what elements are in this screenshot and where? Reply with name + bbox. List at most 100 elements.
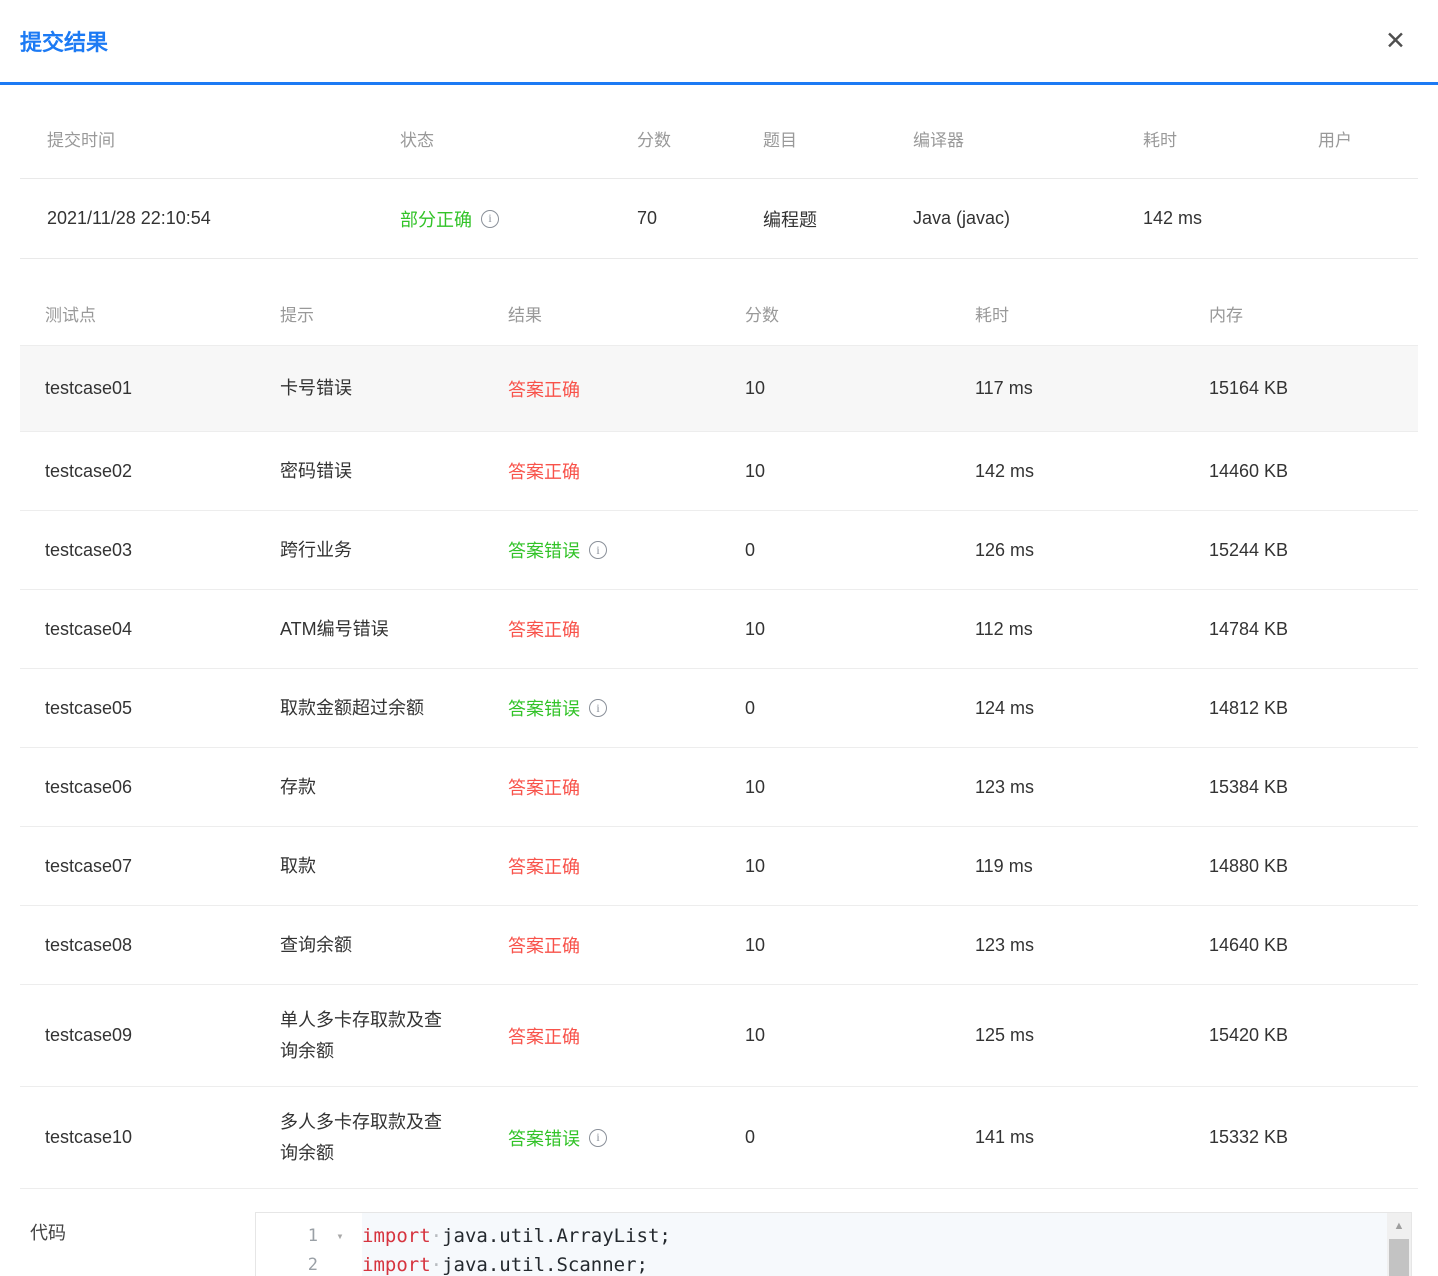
testcase-name-cell: testcase04 [45, 618, 133, 639]
code-line: 2 import · java.util.Scanner; [256, 1251, 1411, 1276]
summary-col-problem: 题目 [763, 130, 797, 150]
testcase-name-cell: testcase03 [45, 539, 133, 560]
memory-cell: 15420 KB [1209, 1025, 1289, 1046]
memory-cell: 15244 KB [1209, 539, 1289, 560]
testcase-name-cell: testcase07 [45, 855, 133, 876]
testcase-name-cell: testcase08 [45, 934, 133, 955]
time-cell: 119 ms [975, 855, 1033, 876]
time-cell: 124 ms [975, 697, 1035, 718]
result-cell: 答案错误 i [508, 695, 745, 721]
fold-icon[interactable] [318, 1251, 362, 1276]
result-text: 答案错误 [508, 1128, 580, 1149]
result-cell: 答案错误 i [508, 537, 745, 563]
summary-col-score: 分数 [637, 130, 671, 150]
scroll-thumb[interactable] [1389, 1239, 1409, 1276]
memory-cell: 14640 KB [1209, 934, 1289, 955]
problem-type-value: 编程题 [763, 209, 817, 230]
code-scrollbar[interactable]: ▲ [1387, 1213, 1411, 1276]
result-text: 答案正确 [508, 857, 580, 877]
score-cell: 10 [745, 776, 766, 797]
time-cost-value: 142 ms [1143, 208, 1203, 228]
code-keyword: import [362, 1254, 431, 1276]
summary-col-submit-time: 提交时间 [47, 130, 115, 150]
memory-cell: 15332 KB [1209, 1127, 1289, 1148]
score-cell: 10 [745, 460, 766, 481]
table-row[interactable]: testcase05 取款金额超过余额 答案错误 i 0 124 ms 1481… [20, 668, 1418, 747]
scroll-up-icon[interactable]: ▲ [1393, 1220, 1405, 1233]
line-number: 1 [307, 1226, 318, 1247]
info-icon[interactable]: i [589, 541, 607, 559]
result-text: 答案正确 [508, 778, 580, 798]
info-icon[interactable]: i [589, 1128, 607, 1147]
table-row[interactable]: testcase04 ATM编号错误 答案正确 10 112 ms 14784 … [20, 589, 1418, 668]
memory-cell: 14460 KB [1209, 460, 1289, 481]
score-value: 70 [637, 208, 658, 228]
table-row[interactable]: testcase03 跨行业务 答案错误 i 0 126 ms 15244 KB [20, 510, 1418, 589]
dialog-title: 提交结果 [20, 30, 109, 55]
hint-cell: 取款 [280, 855, 316, 876]
info-icon[interactable]: i [589, 699, 607, 717]
hint-cell: 单人多卡存取款及查询余额 [280, 1010, 442, 1061]
info-icon[interactable]: i [481, 209, 499, 228]
time-cell: 141 ms [975, 1127, 1035, 1148]
hint-cell: 存款 [280, 776, 316, 797]
time-cell: 126 ms [975, 539, 1035, 560]
summary-col-status: 状态 [400, 130, 434, 150]
hint-cell: 取款金额超过余额 [280, 697, 424, 718]
testcase-col-score: 分数 [745, 305, 779, 325]
time-cell: 123 ms [975, 934, 1035, 955]
result-cell: 答案正确 [508, 932, 745, 958]
time-cell: 123 ms [975, 776, 1035, 797]
result-text: 答案错误 [508, 699, 580, 719]
score-cell: 10 [745, 618, 766, 639]
score-cell: 0 [745, 697, 756, 718]
time-cell: 112 ms [975, 618, 1033, 639]
hint-cell: 卡号错误 [280, 378, 352, 399]
summary-header-row: 提交时间 状态 分数 题目 编译器 耗时 用户 [20, 121, 1418, 155]
result-cell: 答案正确 [508, 616, 745, 642]
fold-icon[interactable]: ▾ [336, 1229, 344, 1244]
testcase-name-cell: testcase01 [45, 378, 133, 398]
dialog-header: 提交结果 ✕ [0, 0, 1438, 82]
code-text: java.util.ArrayList; [442, 1225, 671, 1248]
table-row[interactable]: testcase02 密码错误 答案正确 10 142 ms 14460 KB [20, 431, 1418, 510]
table-row[interactable]: testcase08 查询余额 答案正确 10 123 ms 14640 KB [20, 905, 1418, 984]
memory-cell: 14880 KB [1209, 855, 1289, 876]
result-cell: 答案错误 i [508, 1125, 745, 1151]
code-viewer[interactable]: 1 ▾ import · java.util.ArrayList; 2 impo… [255, 1212, 1412, 1276]
table-row[interactable]: testcase01 卡号错误 答案正确 10 117 ms 15164 KB [20, 345, 1418, 431]
hint-cell: 密码错误 [280, 460, 352, 481]
testcase-name-cell: testcase06 [45, 776, 133, 797]
result-cell: 答案正确 [508, 458, 745, 484]
score-cell: 0 [745, 1127, 756, 1148]
result-cell: 答案正确 [508, 774, 745, 800]
table-row[interactable]: testcase09 单人多卡存取款及查询余额 答案正确 10 125 ms 1… [20, 984, 1418, 1086]
table-row[interactable]: testcase06 存款 答案正确 10 123 ms 15384 KB [20, 747, 1418, 826]
testcase-col-memory: 内存 [1209, 305, 1243, 325]
table-row[interactable]: testcase10 多人多卡存取款及查询余额 答案错误 i 0 141 ms … [20, 1086, 1418, 1188]
testcase-body: testcase01 卡号错误 答案正确 10 117 ms 15164 KB … [20, 345, 1418, 1190]
result-cell: 答案正确 [508, 376, 745, 402]
result-text: 答案正确 [508, 462, 580, 482]
time-cell: 117 ms [975, 378, 1033, 398]
line-number: 2 [307, 1255, 318, 1276]
score-cell: 0 [745, 539, 756, 560]
table-row[interactable]: testcase07 取款 答案正确 10 119 ms 14880 KB [20, 826, 1418, 905]
memory-cell: 14812 KB [1209, 697, 1289, 718]
testcase-table: 测试点 提示 结果 分数 耗时 内存 testcase01 卡号错误 答案正确 … [20, 259, 1418, 1190]
result-text: 答案正确 [508, 1026, 580, 1047]
summary-table: 提交时间 状态 分数 题目 编译器 耗时 用户 2021/11/28 22:10… [20, 121, 1418, 259]
status-cell: 部分正确 i [400, 206, 637, 232]
testcase-col-result: 结果 [508, 305, 542, 325]
code-lines: 1 ▾ import · java.util.ArrayList; 2 impo… [256, 1213, 1411, 1276]
summary-col-time: 耗时 [1143, 130, 1177, 150]
code-section: 代码 1 ▾ import · java.util.ArrayList; 2 i… [0, 1189, 1438, 1276]
close-icon[interactable]: ✕ [1385, 26, 1406, 55]
status-text: 部分正确 [400, 209, 472, 230]
code-keyword: import [362, 1225, 431, 1248]
score-cell: 10 [745, 934, 766, 955]
result-text: 答案错误 [508, 541, 580, 561]
memory-cell: 15164 KB [1209, 378, 1289, 398]
time-cell: 125 ms [975, 1025, 1035, 1046]
